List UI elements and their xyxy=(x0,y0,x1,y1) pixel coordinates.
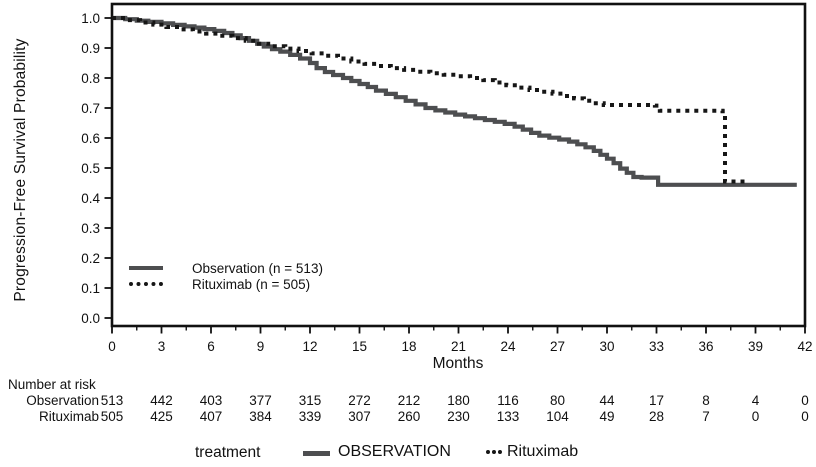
y-tick-label: 0.1 xyxy=(81,281,100,296)
risk-value: 403 xyxy=(200,393,223,408)
x-tick-label: 6 xyxy=(207,339,215,354)
risk-value: 339 xyxy=(299,409,322,424)
risk-value: 425 xyxy=(150,409,173,424)
rituximab-line-swatch xyxy=(129,282,163,286)
y-tick-label: 0.2 xyxy=(81,251,100,266)
x-tick-label: 9 xyxy=(257,339,265,354)
legend-label-rituximab: Rituximab (n = 505) xyxy=(192,276,311,292)
risk-value: 17 xyxy=(649,393,664,408)
risk-value: 4 xyxy=(752,393,760,408)
risk-value: 80 xyxy=(550,393,565,408)
legend-item-rituximab: Rituximab (n = 505) xyxy=(129,276,323,292)
risk-value: 44 xyxy=(599,393,615,408)
y-tick-label: 0.0 xyxy=(81,311,100,326)
risk-value: 0 xyxy=(801,409,809,424)
risk-value: 180 xyxy=(447,393,470,408)
x-tick-label: 21 xyxy=(451,339,466,354)
x-tick-label: 15 xyxy=(352,339,367,354)
x-tick-label: 3 xyxy=(158,339,166,354)
risk-value: 442 xyxy=(150,393,173,408)
risk-value: 272 xyxy=(348,393,371,408)
y-tick-label: 0.3 xyxy=(81,221,100,236)
x-tick-label: 18 xyxy=(401,339,416,354)
risk-value: 0 xyxy=(801,393,809,408)
treatment-legend-label-rituximab: Rituximab xyxy=(507,443,579,460)
risk-row-label: Observation xyxy=(26,393,99,408)
risk-value: 133 xyxy=(497,409,520,424)
rituximab-line-swatch xyxy=(486,450,502,454)
risk-value: 513 xyxy=(101,393,124,408)
risk-value: 230 xyxy=(447,409,470,424)
risk-value: 116 xyxy=(497,393,519,408)
y-tick-label: 0.4 xyxy=(81,191,100,206)
risk-table-title: Number at risk xyxy=(8,377,96,392)
risk-value: 8 xyxy=(702,393,710,408)
legend-item-observation: Observation (n = 513) xyxy=(129,260,323,276)
plot-legend: Observation (n = 513) Rituximab (n = 505… xyxy=(129,260,323,292)
risk-value: 384 xyxy=(249,409,272,424)
y-tick-label: 0.9 xyxy=(81,41,100,56)
legend-label-observation: Observation (n = 513) xyxy=(192,260,323,276)
risk-value: 0 xyxy=(752,409,760,424)
observation-line-swatch xyxy=(129,266,163,270)
risk-value: 315 xyxy=(299,393,322,408)
x-tick-label: 24 xyxy=(500,339,516,354)
y-tick-label: 0.8 xyxy=(81,71,100,86)
y-tick-label: 1.0 xyxy=(81,11,100,26)
risk-value: 28 xyxy=(649,409,664,424)
risk-value: 260 xyxy=(398,409,421,424)
x-axis-title: Months xyxy=(432,355,484,372)
y-tick-label: 0.6 xyxy=(81,131,100,146)
x-tick-label: 0 xyxy=(108,339,116,354)
treatment-legend-label-observation: OBSERVATION xyxy=(338,443,451,460)
risk-value: 104 xyxy=(546,409,569,424)
x-tick-label: 12 xyxy=(302,339,317,354)
x-tick-label: 30 xyxy=(599,339,614,354)
risk-value: 407 xyxy=(200,409,223,424)
y-axis-title: Progression-Free Survival Probability xyxy=(12,38,29,302)
observation-line-swatch xyxy=(303,451,330,456)
risk-value: 212 xyxy=(398,393,421,408)
x-tick-label: 33 xyxy=(649,339,664,354)
risk-value: 7 xyxy=(702,409,710,424)
risk-value: 505 xyxy=(101,409,124,424)
risk-row-label: Rituximab xyxy=(39,409,99,424)
survival-curve-observation xyxy=(112,15,797,187)
x-tick-label: 27 xyxy=(550,339,565,354)
x-tick-label: 42 xyxy=(797,339,812,354)
x-tick-label: 36 xyxy=(698,339,713,354)
y-tick-label: 0.5 xyxy=(81,161,100,176)
x-tick-label: 39 xyxy=(748,339,763,354)
treatment-legend-title: treatment xyxy=(195,444,261,461)
risk-value: 377 xyxy=(249,393,272,408)
y-tick-label: 0.7 xyxy=(81,101,100,116)
risk-value: 307 xyxy=(348,409,371,424)
survival-curve-rituximab xyxy=(112,16,748,184)
risk-value: 49 xyxy=(599,409,614,424)
